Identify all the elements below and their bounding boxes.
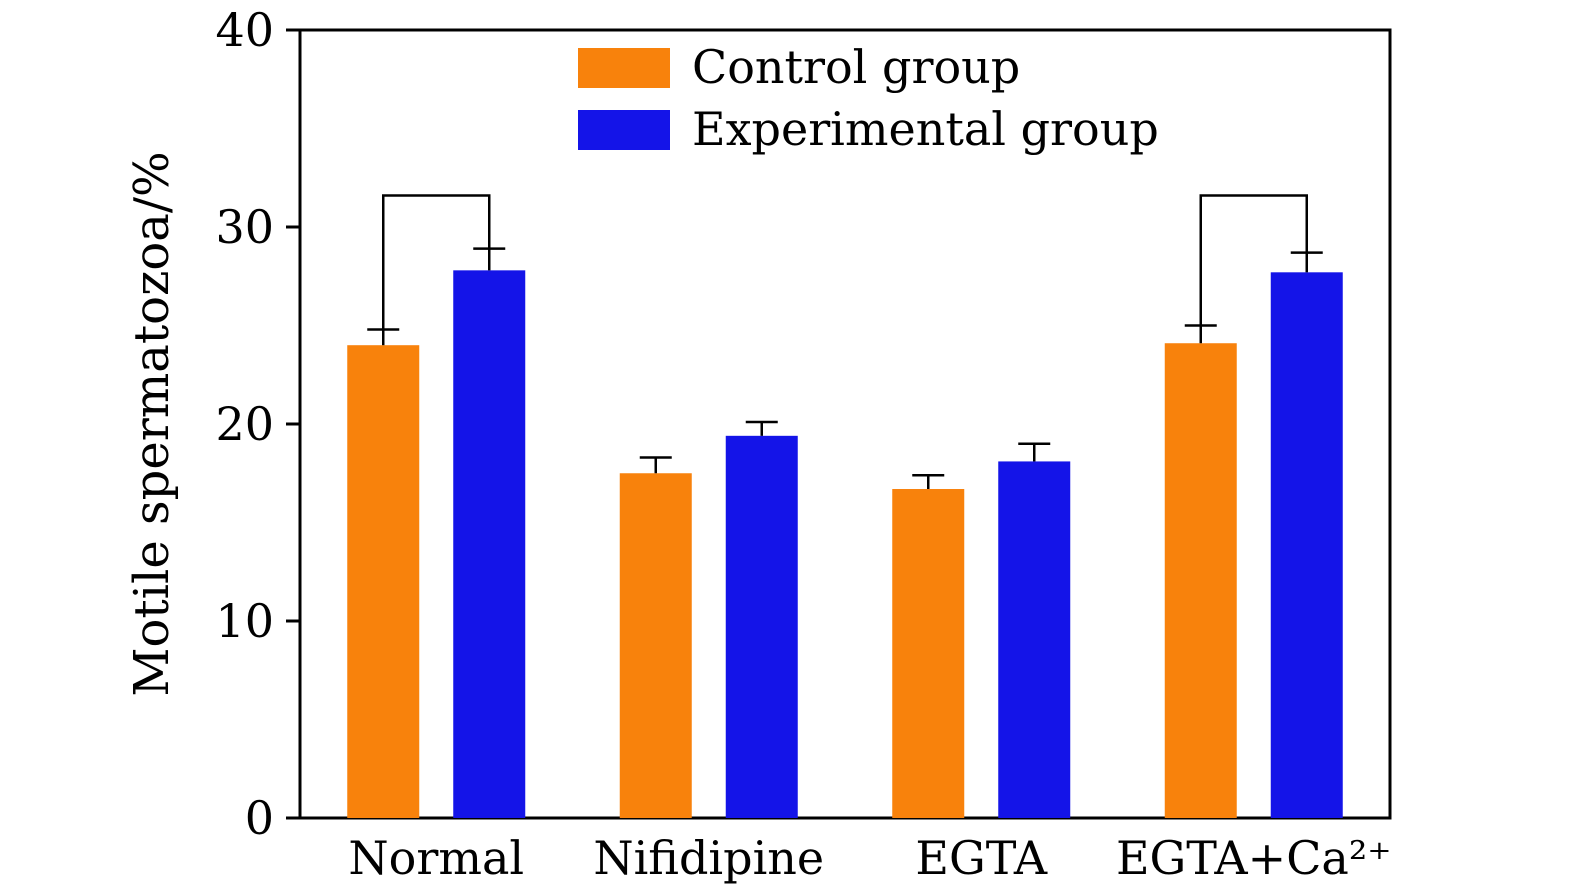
y-axis-label: Motile spermatozoa/% — [124, 151, 180, 696]
significance-bracket — [1199, 194, 1308, 326]
legend-label: Experimental group — [692, 102, 1159, 156]
bar-control-group-3 — [1164, 343, 1237, 818]
bar-experimental-group-2 — [998, 461, 1071, 818]
bar-experimental-group-0 — [453, 270, 526, 819]
legend-swatch-control-group — [578, 48, 670, 88]
bar-experimental-group-1 — [725, 435, 798, 818]
y-tick-label: 30 — [215, 200, 274, 254]
y-tick-label: 40 — [215, 3, 274, 57]
significance-bracket — [382, 194, 491, 330]
x-category-label: Nifidipine — [593, 831, 824, 885]
bar-control-group-2 — [892, 489, 965, 818]
y-tick-label: 20 — [215, 397, 274, 451]
bar-control-group-0 — [347, 345, 420, 818]
x-category-label: Normal — [348, 831, 524, 885]
legend-swatch-experimental-group — [578, 110, 670, 150]
x-category-label: EGTA — [915, 831, 1047, 885]
y-tick-label: 0 — [245, 791, 274, 845]
bar-experimental-group-3 — [1270, 272, 1343, 818]
y-tick-label: 10 — [215, 594, 274, 648]
bar-control-group-1 — [619, 473, 692, 818]
x-category-label: EGTA+Ca²⁺ — [1116, 831, 1392, 885]
legend-label: Control group — [692, 40, 1020, 94]
